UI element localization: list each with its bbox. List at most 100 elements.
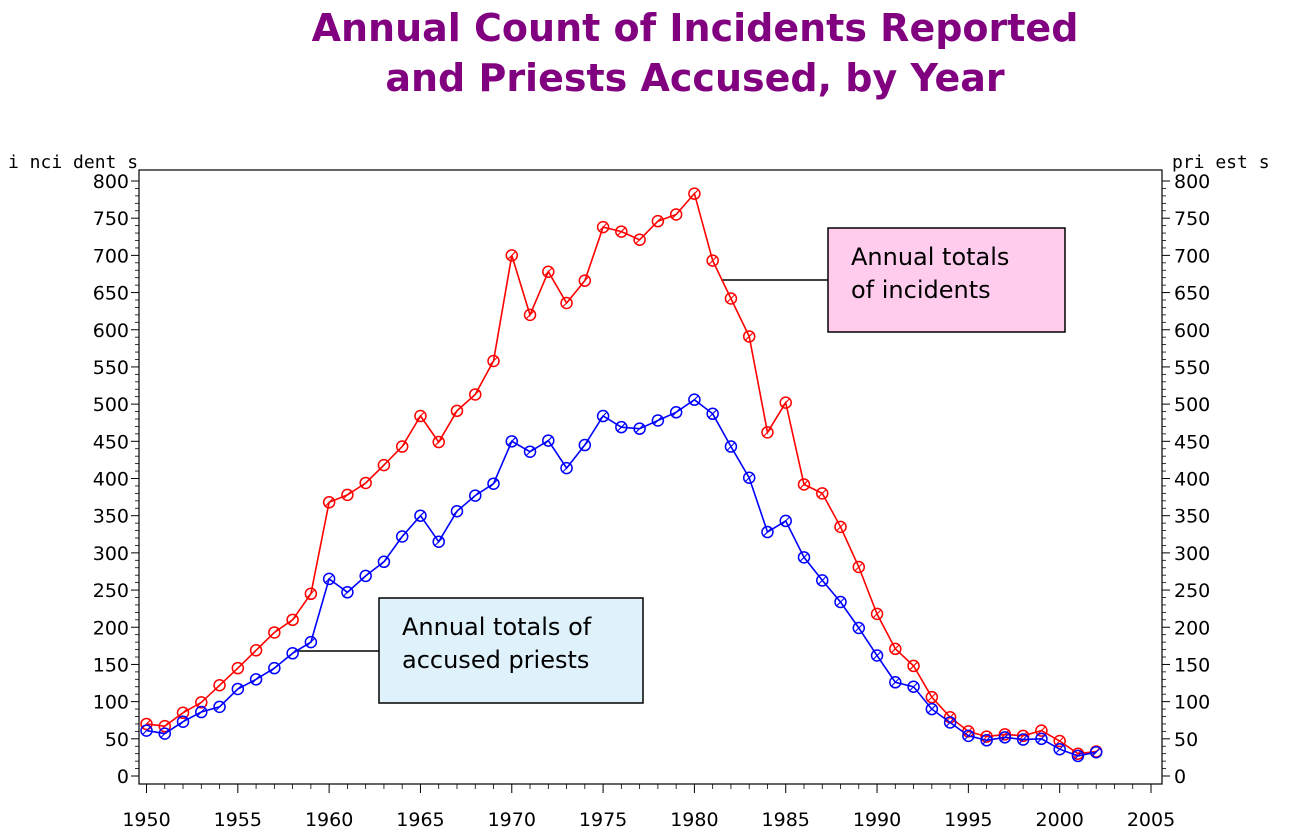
priests-point bbox=[176, 715, 190, 728]
incidents-marker-slash bbox=[288, 615, 297, 624]
incidents-marker-slash bbox=[526, 310, 534, 319]
y-axis-label-left: i nci dent s bbox=[8, 152, 138, 173]
incidents-point bbox=[1016, 729, 1030, 743]
priests-point bbox=[834, 595, 847, 609]
incidents-callout-box bbox=[827, 227, 1066, 333]
incidents-point bbox=[797, 478, 811, 491]
incidents-marker-slash bbox=[745, 332, 754, 341]
priests-marker-slash bbox=[270, 664, 279, 673]
priests-marker-slash bbox=[471, 491, 480, 500]
incidents-point bbox=[852, 560, 866, 574]
plot-border bbox=[138, 169, 1163, 785]
y-tick-label-right: 650 bbox=[1174, 283, 1210, 305]
priests-point bbox=[596, 409, 610, 423]
priests-point bbox=[249, 673, 263, 686]
priests-marker-slash bbox=[964, 731, 973, 740]
y-tick-label-right: 500 bbox=[1174, 394, 1210, 416]
priests-marker-slash bbox=[727, 442, 735, 451]
priests-point bbox=[742, 471, 756, 485]
y-tick-label-right: 50 bbox=[1174, 729, 1198, 751]
incidents-point bbox=[377, 458, 391, 472]
priests-point bbox=[286, 647, 299, 660]
incidents-point bbox=[669, 208, 683, 221]
priests-marker-slash bbox=[672, 408, 681, 417]
y-tick-label-left: 250 bbox=[93, 580, 129, 602]
priests-marker-slash bbox=[526, 447, 534, 456]
priests-marker-slash bbox=[361, 572, 370, 580]
priests-marker-slash bbox=[215, 702, 224, 711]
y-tick-label-left: 400 bbox=[93, 469, 129, 491]
incidents-point bbox=[578, 274, 592, 287]
priests-marker-slash bbox=[325, 575, 334, 583]
y-tick-label-left: 800 bbox=[93, 171, 129, 193]
priests-marker-slash bbox=[745, 473, 754, 482]
priests-marker-slash bbox=[1074, 752, 1082, 760]
priests-point bbox=[322, 572, 336, 586]
incidents-point bbox=[341, 488, 354, 502]
incidents-marker-slash bbox=[544, 267, 553, 276]
y-tick-label-right: 800 bbox=[1174, 171, 1210, 193]
incidents-marker-slash bbox=[599, 223, 607, 232]
y-tick-label-right: 250 bbox=[1174, 580, 1210, 602]
incidents-point bbox=[706, 254, 719, 267]
priests-point bbox=[542, 434, 555, 447]
incidents-marker-slash bbox=[854, 563, 863, 571]
priests-marker-slash bbox=[708, 409, 717, 418]
priests-marker-slash bbox=[1092, 748, 1101, 757]
priests-point bbox=[505, 435, 519, 448]
priests-point bbox=[925, 702, 939, 716]
priests-marker-slash bbox=[544, 436, 553, 445]
priests-marker-slash bbox=[854, 624, 863, 632]
priests-marker-slash bbox=[781, 517, 790, 525]
priests-marker-slash bbox=[927, 705, 936, 713]
incidents-point bbox=[651, 214, 665, 228]
priests-callout-text-line1: Annual totals of bbox=[402, 613, 592, 641]
priests-marker-slash bbox=[233, 685, 242, 693]
x-tick-label: 1970 bbox=[488, 809, 536, 831]
priests-point bbox=[304, 635, 318, 649]
x-tick-label: 1995 bbox=[944, 809, 992, 831]
y-axis-label-right: pri est s bbox=[1172, 152, 1270, 173]
incidents-marker-slash bbox=[927, 693, 936, 702]
priests-marker-slash bbox=[763, 528, 772, 536]
y-tick-label-left: 150 bbox=[93, 654, 129, 676]
priests-point bbox=[1053, 742, 1066, 756]
priests-marker-slash bbox=[288, 649, 297, 658]
incidents-marker-slash bbox=[233, 664, 242, 673]
x-tick-label: 1955 bbox=[214, 809, 262, 831]
priests-point bbox=[578, 438, 592, 452]
incidents-point bbox=[414, 409, 427, 423]
priests-marker-slash bbox=[453, 507, 461, 516]
incidents-marker-slash bbox=[507, 251, 516, 260]
priests-marker-slash bbox=[179, 717, 187, 726]
y-tick-label-left: 450 bbox=[93, 431, 129, 453]
y-tick-label-right: 150 bbox=[1174, 654, 1210, 676]
priests-point bbox=[706, 407, 719, 421]
incidents-marker-slash bbox=[179, 708, 187, 717]
incidents-point bbox=[889, 642, 902, 656]
priests-marker-slash bbox=[946, 718, 954, 727]
y-tick-label-left: 0 bbox=[117, 766, 129, 788]
incidents-marker-slash bbox=[1019, 731, 1028, 740]
priests-marker-slash bbox=[1001, 733, 1009, 742]
priests-marker-slash bbox=[599, 412, 607, 420]
priests-point bbox=[889, 676, 902, 689]
priests-marker-slash bbox=[891, 678, 900, 687]
priests-point bbox=[962, 729, 975, 743]
incidents-marker-slash bbox=[306, 589, 315, 598]
incidents-marker-slash bbox=[635, 235, 644, 244]
incidents-callout-text-line1: Annual totals bbox=[851, 243, 1009, 271]
incidents-point bbox=[1053, 734, 1066, 748]
priests-callout-text-line2: accused priests bbox=[402, 646, 589, 674]
incidents-marker-slash bbox=[653, 217, 662, 226]
priests-marker-slash bbox=[252, 675, 260, 684]
y-tick-label-right: 350 bbox=[1174, 506, 1210, 528]
incidents-point bbox=[615, 225, 628, 238]
priests-point bbox=[1035, 732, 1048, 746]
priests-point bbox=[1016, 733, 1030, 746]
priests-marker-slash bbox=[306, 638, 315, 647]
priests-point bbox=[779, 514, 792, 528]
priests-marker-slash bbox=[507, 437, 516, 446]
y-tick-label-right: 200 bbox=[1174, 617, 1210, 639]
priests-marker-slash bbox=[818, 576, 827, 585]
